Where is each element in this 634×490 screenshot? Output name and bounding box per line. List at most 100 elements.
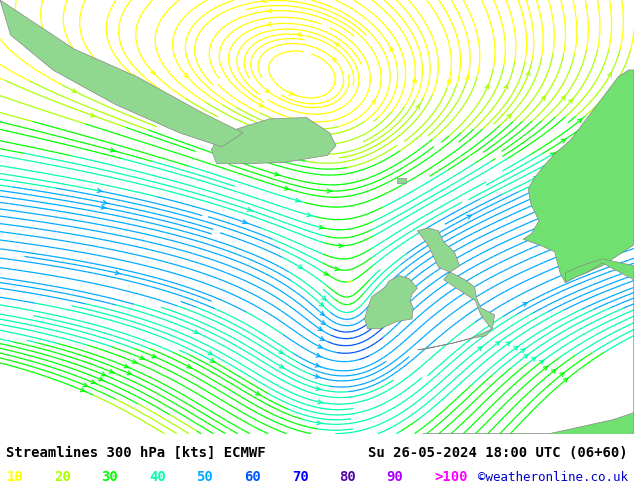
FancyArrowPatch shape xyxy=(127,371,131,375)
FancyArrowPatch shape xyxy=(413,78,417,82)
FancyArrowPatch shape xyxy=(339,244,344,248)
FancyArrowPatch shape xyxy=(316,387,321,391)
Text: 80: 80 xyxy=(339,470,356,484)
FancyArrowPatch shape xyxy=(266,23,271,26)
FancyArrowPatch shape xyxy=(560,372,564,376)
FancyArrowPatch shape xyxy=(317,421,322,425)
FancyArrowPatch shape xyxy=(390,47,394,51)
FancyArrowPatch shape xyxy=(72,89,77,92)
Text: Su 26-05-2024 18:00 UTC (06+60): Su 26-05-2024 18:00 UTC (06+60) xyxy=(368,446,628,460)
FancyArrowPatch shape xyxy=(514,346,518,350)
FancyArrowPatch shape xyxy=(335,43,340,47)
FancyArrowPatch shape xyxy=(255,157,260,160)
FancyArrowPatch shape xyxy=(101,205,107,209)
FancyArrowPatch shape xyxy=(534,176,538,180)
FancyArrowPatch shape xyxy=(294,139,300,143)
FancyArrowPatch shape xyxy=(562,96,566,100)
FancyArrowPatch shape xyxy=(540,360,544,364)
FancyArrowPatch shape xyxy=(285,186,290,190)
FancyArrowPatch shape xyxy=(124,364,130,368)
FancyArrowPatch shape xyxy=(569,99,573,103)
FancyArrowPatch shape xyxy=(465,76,469,80)
FancyArrowPatch shape xyxy=(561,139,566,143)
FancyArrowPatch shape xyxy=(279,350,283,354)
FancyArrowPatch shape xyxy=(564,378,568,382)
FancyArrowPatch shape xyxy=(210,359,214,362)
FancyArrowPatch shape xyxy=(280,159,285,163)
Text: 60: 60 xyxy=(244,470,261,484)
FancyArrowPatch shape xyxy=(97,72,101,76)
FancyArrowPatch shape xyxy=(242,220,248,223)
FancyArrowPatch shape xyxy=(267,9,272,13)
FancyArrowPatch shape xyxy=(265,89,269,92)
FancyArrowPatch shape xyxy=(578,119,582,123)
FancyArrowPatch shape xyxy=(151,70,155,74)
Polygon shape xyxy=(365,275,417,329)
Polygon shape xyxy=(0,0,243,147)
FancyArrowPatch shape xyxy=(608,73,611,77)
FancyArrowPatch shape xyxy=(531,357,536,361)
FancyArrowPatch shape xyxy=(302,131,307,135)
Polygon shape xyxy=(398,178,406,183)
FancyArrowPatch shape xyxy=(256,392,260,395)
FancyArrowPatch shape xyxy=(81,388,86,392)
FancyArrowPatch shape xyxy=(321,320,325,324)
Text: 20: 20 xyxy=(54,470,70,484)
FancyArrowPatch shape xyxy=(320,337,324,340)
FancyArrowPatch shape xyxy=(295,198,301,202)
FancyArrowPatch shape xyxy=(275,172,280,176)
FancyArrowPatch shape xyxy=(97,189,103,193)
FancyArrowPatch shape xyxy=(280,365,283,368)
FancyArrowPatch shape xyxy=(320,302,323,306)
FancyArrowPatch shape xyxy=(478,347,482,351)
FancyArrowPatch shape xyxy=(152,354,156,358)
Text: 90: 90 xyxy=(387,470,403,484)
FancyArrowPatch shape xyxy=(506,342,510,346)
FancyArrowPatch shape xyxy=(315,363,321,367)
FancyArrowPatch shape xyxy=(91,113,96,117)
Text: 40: 40 xyxy=(149,470,165,484)
FancyArrowPatch shape xyxy=(319,225,325,229)
FancyArrowPatch shape xyxy=(333,58,337,62)
FancyArrowPatch shape xyxy=(247,208,253,211)
FancyArrowPatch shape xyxy=(194,330,198,333)
FancyArrowPatch shape xyxy=(552,369,556,373)
Text: >100: >100 xyxy=(434,470,468,484)
FancyArrowPatch shape xyxy=(416,105,420,109)
FancyArrowPatch shape xyxy=(109,369,115,373)
FancyArrowPatch shape xyxy=(447,79,451,83)
FancyArrowPatch shape xyxy=(133,360,138,364)
FancyArrowPatch shape xyxy=(115,271,120,274)
FancyArrowPatch shape xyxy=(485,84,489,89)
FancyArrowPatch shape xyxy=(324,271,328,275)
FancyArrowPatch shape xyxy=(316,353,321,357)
Text: 10: 10 xyxy=(6,470,23,484)
FancyArrowPatch shape xyxy=(318,344,322,348)
FancyArrowPatch shape xyxy=(259,103,263,107)
FancyArrowPatch shape xyxy=(543,367,548,370)
FancyArrowPatch shape xyxy=(335,267,340,271)
Text: 50: 50 xyxy=(197,470,213,484)
FancyArrowPatch shape xyxy=(496,342,500,345)
FancyArrowPatch shape xyxy=(101,372,107,376)
FancyArrowPatch shape xyxy=(187,365,191,368)
FancyArrowPatch shape xyxy=(131,74,135,77)
Polygon shape xyxy=(417,228,495,350)
FancyArrowPatch shape xyxy=(296,33,301,37)
FancyArrowPatch shape xyxy=(261,0,266,3)
Text: 70: 70 xyxy=(292,470,308,484)
FancyArrowPatch shape xyxy=(522,303,527,306)
FancyArrowPatch shape xyxy=(524,354,528,358)
FancyArrowPatch shape xyxy=(298,265,302,269)
FancyArrowPatch shape xyxy=(327,189,332,193)
Polygon shape xyxy=(523,70,634,283)
FancyArrowPatch shape xyxy=(110,148,116,152)
FancyArrowPatch shape xyxy=(504,85,508,89)
Polygon shape xyxy=(211,118,336,164)
FancyArrowPatch shape xyxy=(99,377,105,381)
FancyArrowPatch shape xyxy=(287,147,292,150)
Text: ©weatheronline.co.uk: ©weatheronline.co.uk xyxy=(477,471,628,484)
FancyArrowPatch shape xyxy=(83,74,87,78)
FancyArrowPatch shape xyxy=(275,152,281,156)
FancyArrowPatch shape xyxy=(208,351,212,355)
